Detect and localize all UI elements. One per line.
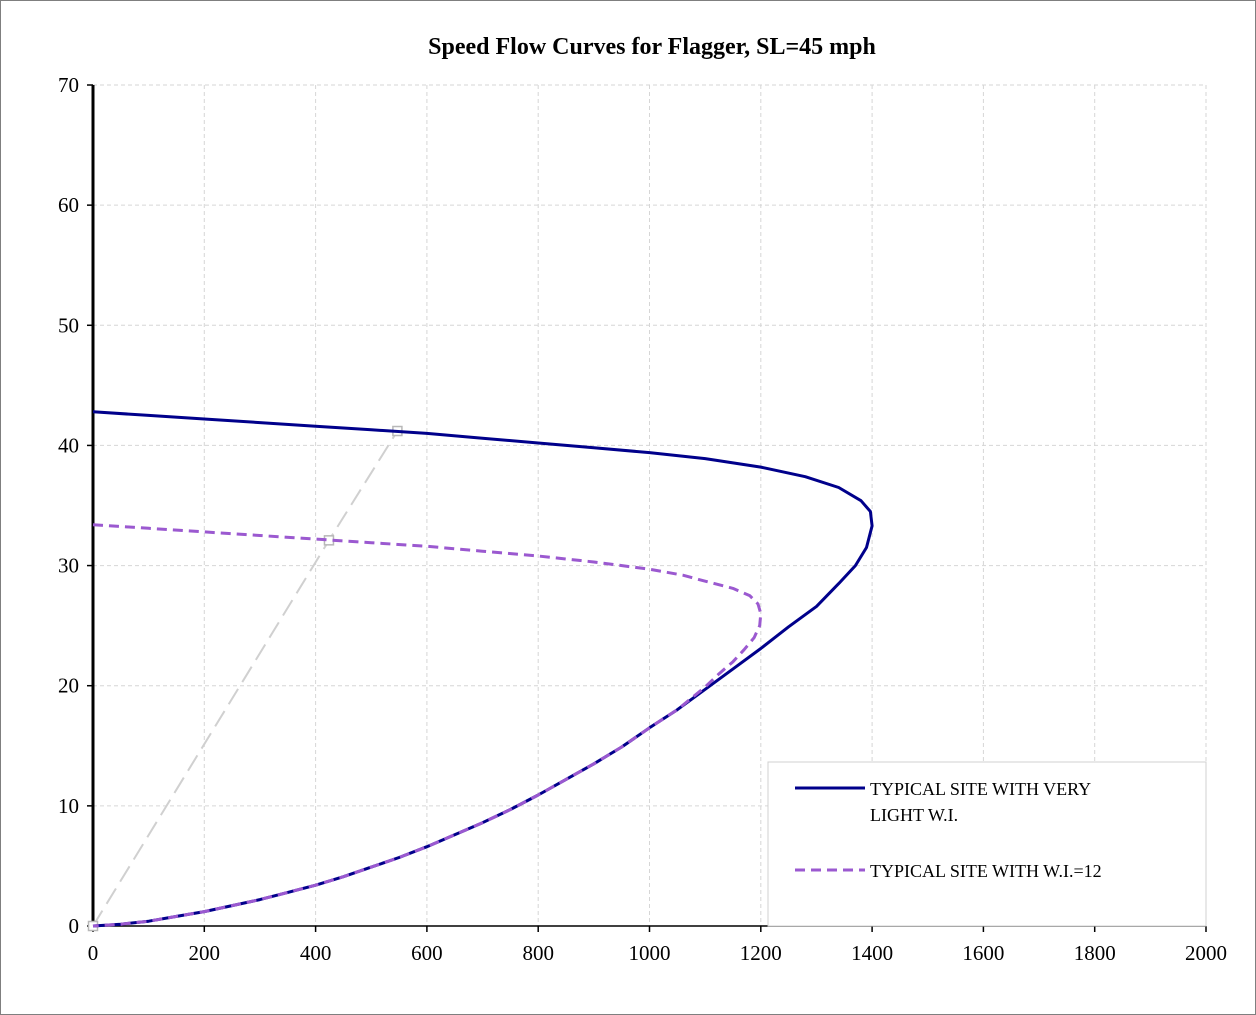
y-tick-label: 60 bbox=[58, 193, 79, 217]
y-tick-label: 40 bbox=[58, 433, 79, 457]
y-tick-label: 0 bbox=[69, 914, 80, 938]
y-tick-label: 10 bbox=[58, 794, 79, 818]
x-tick-label: 200 bbox=[189, 941, 221, 965]
x-tick-label: 600 bbox=[411, 941, 443, 965]
x-tick-label: 800 bbox=[522, 941, 554, 965]
x-tick-label: 2000 bbox=[1185, 941, 1227, 965]
y-tick-label: 30 bbox=[58, 554, 79, 578]
y-tick-label: 70 bbox=[58, 73, 79, 97]
series-line-1 bbox=[92, 410, 874, 928]
y-tick-label: 20 bbox=[58, 674, 79, 698]
y-tick-label: 50 bbox=[58, 313, 79, 337]
series-line-2 bbox=[92, 523, 763, 928]
legend: TYPICAL SITE WITH VERY LIGHT W.I. TYPICAL … bbox=[767, 761, 1207, 927]
series-lines bbox=[87, 410, 874, 932]
legend-label: LIGHT W.I. bbox=[870, 805, 958, 825]
x-tick-label: 400 bbox=[300, 941, 332, 965]
y-tick-labels: 0 10 20 30 40 50 60 70 bbox=[58, 73, 79, 938]
x-tick-label: 1600 bbox=[962, 941, 1004, 965]
x-tick-label: 1800 bbox=[1074, 941, 1116, 965]
legend-label: TYPICAL SITE WITH VERY bbox=[870, 779, 1091, 799]
x-tick-label: 0 bbox=[88, 941, 99, 965]
x-tick-label: 1200 bbox=[740, 941, 782, 965]
x-tick-label: 1400 bbox=[851, 941, 893, 965]
chart-title: Speed Flow Curves for Flagger, SL=45 mph bbox=[428, 34, 876, 60]
x-tick-label: 1000 bbox=[629, 941, 671, 965]
series-line-3 bbox=[92, 430, 399, 927]
x-tick-labels: 0 200 400 600 800 1000 1200 1400 1600 1800 2000 bbox=[88, 941, 1227, 965]
legend-label: TYPICAL SITE WITH W.I.=12 bbox=[870, 861, 1102, 881]
